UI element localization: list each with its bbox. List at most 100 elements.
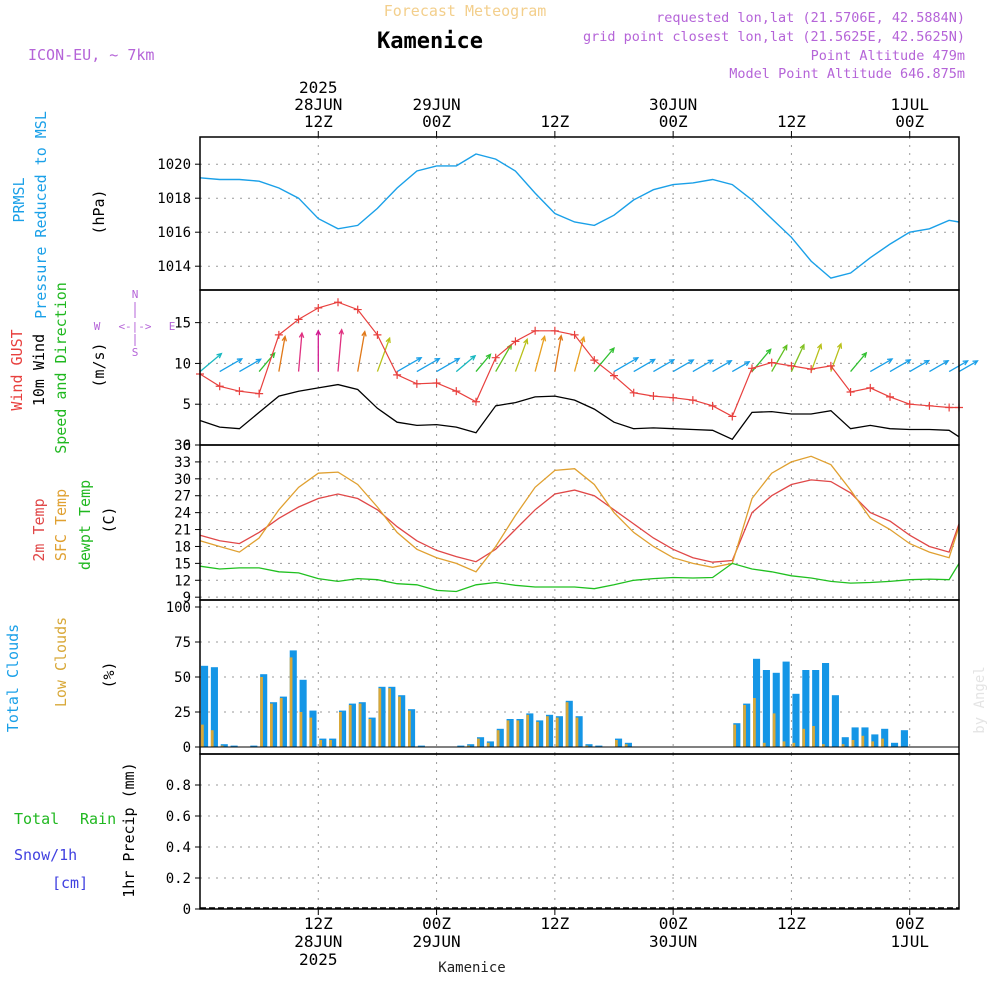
credit: by Angel: [972, 666, 988, 733]
gust-label: Wind GUST: [8, 329, 26, 410]
y-tick-label: 12: [174, 573, 191, 589]
wind-vector: [869, 358, 893, 373]
total-cloud-bar: [339, 710, 347, 747]
tsfc-label: SFC Temp: [52, 489, 70, 561]
y-tick-label: 18: [174, 539, 191, 555]
wind-vector-head: [836, 342, 843, 349]
low-cloud-bar: [408, 710, 411, 747]
gust-marker: [748, 364, 756, 373]
y-tick-label: 27: [174, 489, 191, 505]
wind-vector-head: [962, 360, 969, 366]
wind-vector-head: [216, 352, 223, 359]
gust-marker: [826, 361, 835, 370]
wind-vector: [534, 336, 546, 372]
total-cloud-bar: [457, 745, 465, 747]
wind-vector: [357, 331, 366, 372]
low-cloud-bar: [841, 744, 845, 747]
wind-vector-head: [861, 351, 868, 358]
y-tick-label: 24: [174, 506, 191, 522]
total-cloud-bar: [408, 709, 416, 747]
total-cloud-bar: [250, 745, 258, 747]
wind-vector-head: [707, 359, 714, 365]
gust-marker: [807, 365, 816, 374]
total-cloud-bar: [348, 703, 356, 747]
precip-total-label: Total: [14, 810, 59, 828]
wind-vector-head: [923, 359, 931, 366]
wind-vector-head: [255, 358, 262, 364]
compass-e: E: [169, 320, 176, 333]
temp-unit: (C): [100, 506, 118, 533]
total-cloud-bar: [555, 716, 563, 747]
total-cloud-bar: [260, 674, 268, 747]
wind-vector: [850, 352, 867, 372]
y-tick-label: 25: [174, 705, 191, 721]
top-date-label: 30JUN: [649, 95, 697, 114]
compass-n: N: [132, 288, 139, 301]
wind-vector-head: [782, 344, 788, 351]
wind-vector-head: [338, 328, 345, 335]
low-cloud-bar: [822, 744, 825, 747]
y-tick-label: 33: [174, 455, 191, 471]
total-cloud-bar: [831, 695, 839, 747]
bottom-hour-label: 12Z: [777, 914, 806, 933]
wind-label: 10m Wind: [30, 334, 48, 406]
total-cloud-bar: [792, 693, 800, 747]
y-tick-label: 0.8: [166, 778, 191, 794]
wind-vector-head: [298, 331, 305, 338]
gust-marker: [728, 412, 737, 421]
wind-vector-head: [668, 359, 676, 365]
top-hour-label: 12Z: [540, 112, 569, 131]
low-cloud-bar: [329, 740, 332, 747]
total-cloud-bar: [368, 717, 376, 747]
bottom-year-label: 2025: [299, 950, 338, 969]
gust-marker: [610, 371, 618, 380]
gust-marker: [314, 303, 323, 312]
gust-marker: [866, 383, 875, 392]
wind-vector-head: [557, 334, 564, 341]
wind-vector-head: [799, 343, 805, 350]
wind-vector-head: [269, 351, 276, 359]
wind-vector: [613, 357, 639, 373]
low-cloud-bar: [555, 717, 559, 747]
bottom-hour-label: 12Z: [304, 914, 333, 933]
low-cloud-bar: [467, 745, 470, 747]
gust-marker: [550, 326, 559, 335]
low-cloud-bar: [270, 703, 273, 747]
gust-marker: [412, 379, 421, 388]
total-cloud-bar: [329, 738, 337, 747]
low-cloud-bar: [565, 702, 569, 747]
total-cloud-bar: [753, 658, 761, 747]
wind-vector: [554, 335, 562, 372]
wind-vector-head: [972, 360, 979, 366]
total-cloud-bar: [289, 650, 297, 747]
low-cloud-bar: [358, 703, 362, 747]
wind-vector: [376, 337, 391, 372]
gust-marker: [393, 370, 402, 379]
total-cloud-bar: [210, 667, 218, 747]
precip-snow-unit: [cm]: [52, 874, 88, 892]
y-tick-label: 15: [174, 556, 191, 572]
total-cloud-bar: [358, 702, 366, 747]
low-cloud-bar: [378, 688, 382, 747]
t2m-label: 2m Temp: [30, 498, 48, 561]
bottom-hour-label: 00Z: [659, 914, 688, 933]
pressure-label-2: Pressure Reduced to MSL: [32, 111, 50, 319]
gust-marker: [590, 356, 599, 365]
wind-vector: [593, 347, 615, 372]
y-tick-label: 0: [183, 438, 191, 454]
wind-vector: [790, 344, 805, 372]
low-cloud-bar: [753, 698, 756, 747]
wind-vector: [219, 358, 243, 373]
y-tick-label: 50: [174, 670, 191, 686]
wind-vector-head: [540, 334, 547, 342]
wind-vector: [455, 355, 476, 373]
pressure-line: [199, 153, 960, 279]
gust-marker: [945, 403, 954, 412]
y-tick-label: 21: [174, 523, 191, 539]
y-tick-label: 5: [183, 397, 191, 413]
panel-frame: [199, 289, 960, 446]
total-cloud-bar: [378, 686, 386, 747]
top-date-label: 28JUN: [294, 95, 342, 114]
total-cloud-bar: [802, 670, 810, 747]
precip-rain-label: Rain: [80, 810, 116, 828]
